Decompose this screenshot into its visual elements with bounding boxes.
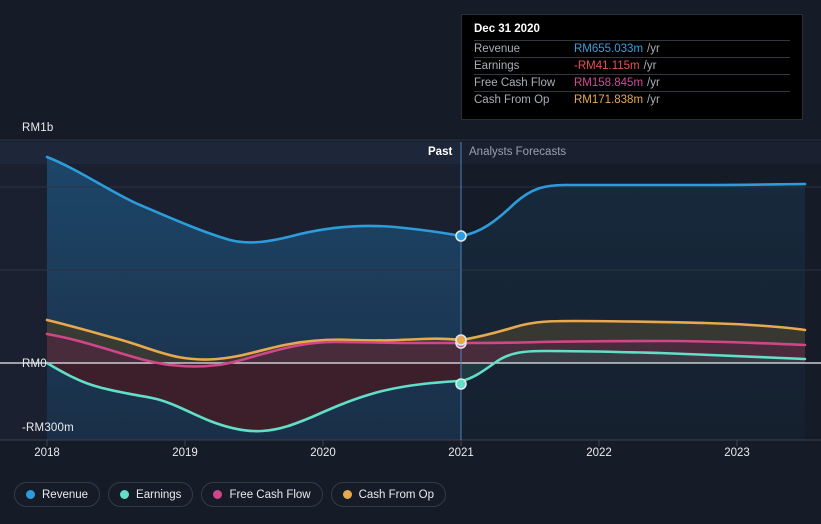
banner-strip-forecast [461,142,821,164]
earnings-line [45,349,807,433]
tooltip-unit-cash-from-op: /yr [647,94,660,106]
free-cash-flow-series-dot-icon [213,490,223,499]
tooltip-unit-revenue: /yr [647,43,660,55]
analysts-forecasts-label: Analysts Forecasts [469,146,567,158]
legend-label-free-cash-flow: Free Cash Flow [229,488,311,501]
legend-label-earnings: Earnings [136,488,182,501]
data-point-markers [455,230,467,390]
legend-label-revenue: Revenue [42,488,89,501]
marker-cash-from-op [455,334,467,346]
revenue-area-forecast [461,184,805,440]
revenue-line [45,155,807,244]
tooltip-label-revenue: Revenue [474,43,521,55]
x-axis-label-2020: 2020 [310,447,336,459]
tooltip-row-revenue: Revenue RM655.033m /yr [474,40,790,57]
chart-plot-area[interactable] [0,0,821,470]
cash-from-op-series-dot-icon [342,490,352,499]
chart-legend: Revenue Earnings Free Cash Flow Cash Fro… [14,482,447,507]
x-axis-label-2019: 2019 [172,447,198,459]
data-tooltip: Dec 31 2020 Revenue RM655.033m /yr Earni… [461,14,803,120]
x-axis-label-2018: 2018 [34,447,60,459]
tooltip-date: Dec 31 2020 [474,23,540,35]
tooltip-value-revenue: RM655.033m [574,43,644,55]
legend-item-cash-from-op[interactable]: Cash From Op [330,482,447,507]
tooltip-row-free-cash-flow: Free Cash Flow RM158.845m /yr [474,74,790,91]
past-period-label: Past [428,146,453,158]
tooltip-value-earnings: -RM41.115m [574,60,640,72]
marker-earnings [455,378,467,390]
x-tick-marks [46,440,738,446]
legend-item-revenue[interactable]: Revenue [14,482,101,507]
legend-item-free-cash-flow[interactable]: Free Cash Flow [201,482,323,507]
x-axis-label-2023: 2023 [724,447,750,459]
legend-label-cash-from-op: Cash From Op [358,488,435,501]
tooltip-value-cash-from-op: RM171.838m [574,94,644,106]
earnings-positive-area [461,351,805,381]
tooltip-row-earnings: Earnings -RM41.115m /yr [474,57,790,74]
free-cash-flow-line [45,332,807,368]
tooltip-label-cash-from-op: Cash From Op [474,94,550,106]
earnings-series-dot-icon [120,490,130,499]
earnings-negative-area [47,363,461,432]
x-axis-label-2021: 2021 [448,447,474,459]
cash-from-op-line [45,318,807,361]
x-axis-label-2022: 2022 [586,447,612,459]
tooltip-label-earnings: Earnings [474,60,520,72]
legend-item-earnings[interactable]: Earnings [108,482,194,507]
revenue-series-dot-icon [26,490,35,499]
tooltip-unit-free-cash-flow: /yr [647,77,660,89]
tooltip-unit-earnings: /yr [643,60,657,72]
tooltip-label-free-cash-flow: Free Cash Flow [474,77,556,89]
marker-revenue [455,230,467,242]
banner-strip-past [0,142,461,164]
tooltip-value-free-cash-flow: RM158.845m [574,77,644,89]
tooltip-row-cash-from-op: Cash From Op RM171.838m /yr [474,91,790,108]
gridlines [0,139,821,271]
